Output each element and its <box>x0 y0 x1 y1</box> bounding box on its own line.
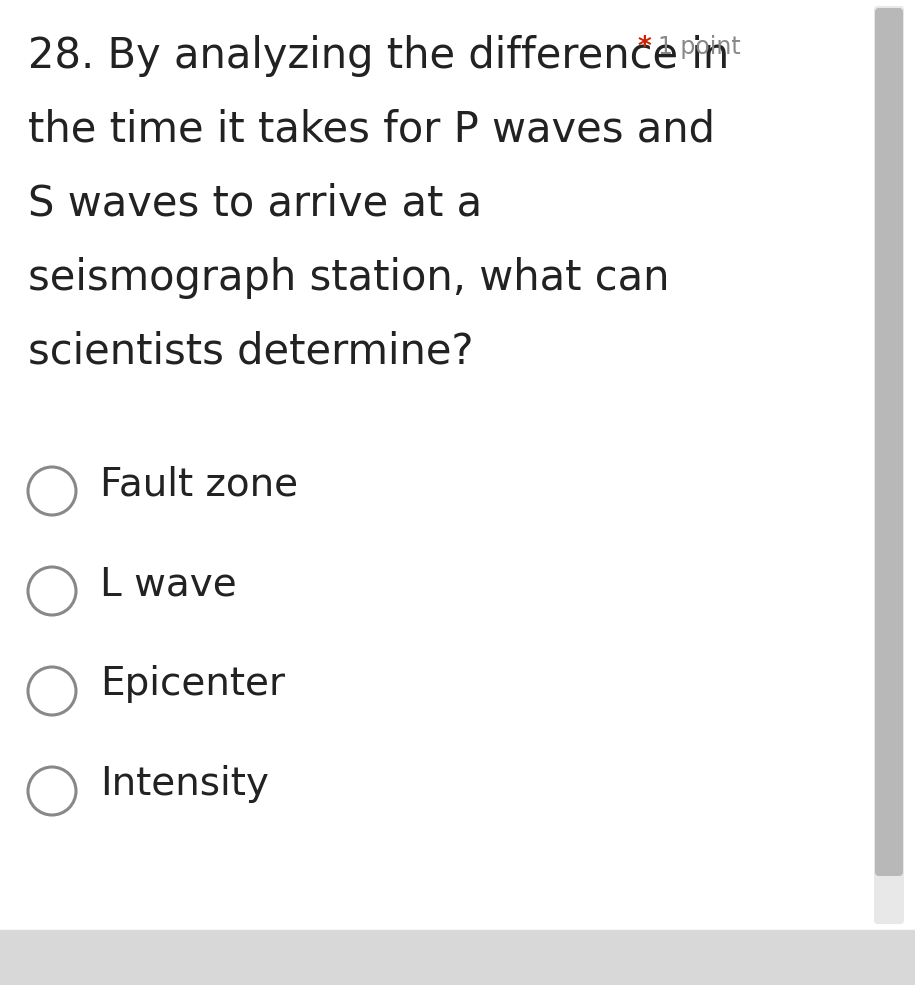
Text: Epicenter: Epicenter <box>100 665 285 703</box>
Text: 1 point: 1 point <box>658 35 741 59</box>
Circle shape <box>28 467 76 515</box>
Text: Intensity: Intensity <box>100 765 269 803</box>
FancyBboxPatch shape <box>875 8 903 876</box>
Text: S waves to arrive at a: S waves to arrive at a <box>28 183 482 225</box>
Text: seismograph station, what can: seismograph station, what can <box>28 257 670 299</box>
Bar <box>0 930 915 985</box>
Text: scientists determine?: scientists determine? <box>28 331 473 373</box>
Text: L wave: L wave <box>100 565 237 603</box>
Circle shape <box>28 567 76 615</box>
Text: 28. By analyzing the difference in: 28. By analyzing the difference in <box>28 35 729 77</box>
Text: Fault zone: Fault zone <box>100 465 298 503</box>
Circle shape <box>28 667 76 715</box>
Text: *: * <box>638 35 651 61</box>
FancyBboxPatch shape <box>874 6 904 924</box>
Circle shape <box>28 767 76 815</box>
Text: the time it takes for P waves and: the time it takes for P waves and <box>28 109 715 151</box>
